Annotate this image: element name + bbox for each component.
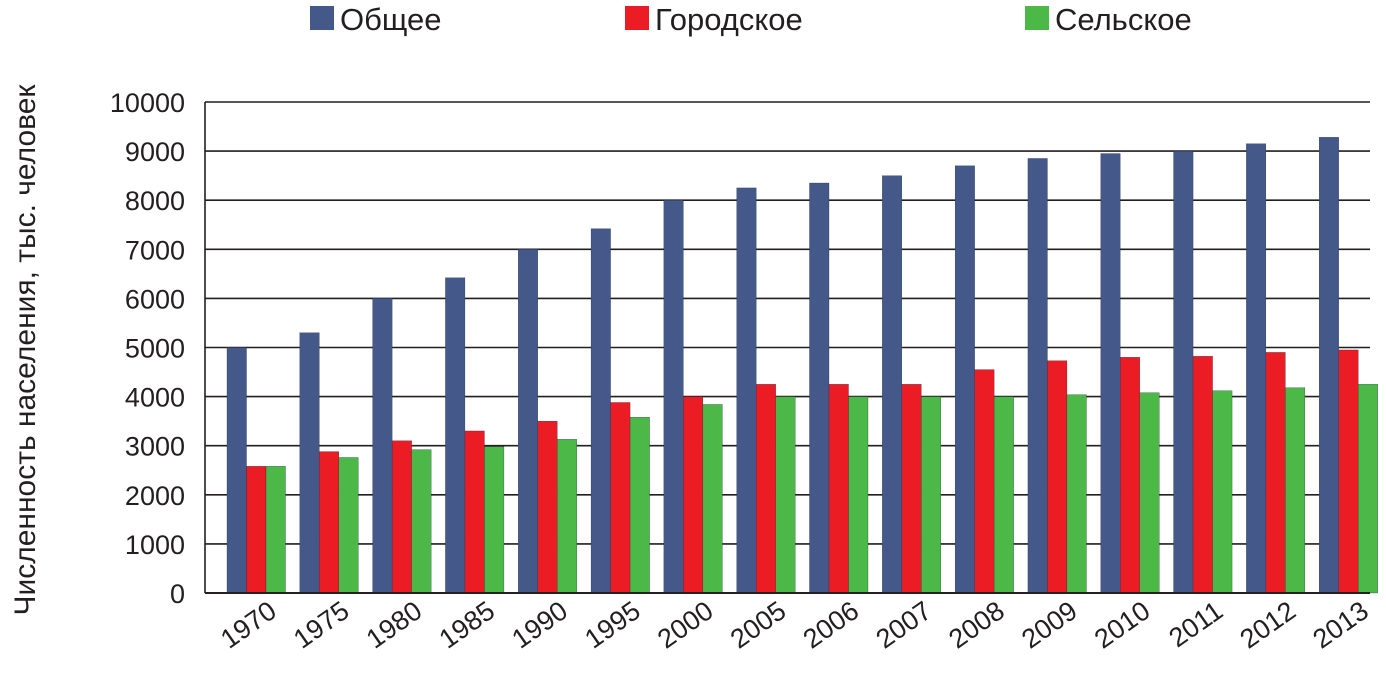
x-tick-label: 1990 xyxy=(507,595,573,654)
bar-Общее-2012 xyxy=(1246,143,1267,594)
bar-Городское-2010 xyxy=(1120,357,1140,594)
x-tick-label: 2007 xyxy=(871,595,937,654)
x-tick-label: 2010 xyxy=(1089,595,1155,654)
bar-Сельское-2007 xyxy=(921,396,941,594)
bars xyxy=(226,137,1378,594)
bar-Общее-2005 xyxy=(736,187,757,594)
bar-Сельское-1975 xyxy=(338,457,359,594)
y-tick-label: 2000 xyxy=(125,481,185,511)
x-tick-label: 2006 xyxy=(798,595,864,654)
bar-Городское-1975 xyxy=(319,451,339,594)
bar-Сельское-1985 xyxy=(484,446,505,594)
bar-Сельское-1970 xyxy=(265,466,286,594)
bar-Городское-1995 xyxy=(610,402,631,594)
bar-Сельское-2000 xyxy=(702,404,723,594)
y-tick-label: 8000 xyxy=(125,186,185,216)
bar-Общее-1975 xyxy=(299,332,320,594)
bar-Общее-1995 xyxy=(590,228,611,594)
bar-Городское-1990 xyxy=(537,420,558,594)
y-tick-label: 6000 xyxy=(125,284,185,314)
x-tick-label: 2009 xyxy=(1016,595,1082,654)
bar-Общее-1985 xyxy=(445,277,466,594)
legend-label: Городское xyxy=(655,2,803,37)
bar-Городское-2012 xyxy=(1265,352,1286,594)
bar-Сельское-2012 xyxy=(1285,387,1306,594)
bar-Городское-1970 xyxy=(246,466,267,594)
bar-Общее-1970 xyxy=(226,347,247,594)
x-tick-label: 2008 xyxy=(943,595,1009,654)
x-tick-label: 1980 xyxy=(361,595,427,654)
legend-label: Общее xyxy=(340,2,442,37)
bar-Общее-2008 xyxy=(954,165,975,594)
x-tick-label: 1975 xyxy=(288,595,354,654)
bar-Общее-1990 xyxy=(518,249,538,594)
bar-Городское-2005 xyxy=(756,384,776,594)
bar-Сельское-2010 xyxy=(1139,392,1160,594)
legend-swatch xyxy=(310,6,334,30)
x-tick-label: 2012 xyxy=(1235,595,1301,654)
y-tick-label: 10000 xyxy=(110,88,185,118)
bar-Городское-2013 xyxy=(1338,349,1359,594)
bar-Сельское-2008 xyxy=(993,396,1014,594)
bar-Сельское-1995 xyxy=(629,417,650,594)
x-tick-label: 1985 xyxy=(434,595,500,654)
bar-Сельское-2009 xyxy=(1066,394,1087,594)
y-tick-label: 3000 xyxy=(125,432,185,462)
bar-Сельское-2005 xyxy=(775,396,796,594)
bar-Городское-2000 xyxy=(683,396,704,594)
bar-Городское-1980 xyxy=(391,440,412,594)
bar-Сельское-1990 xyxy=(557,439,577,594)
y-tick-label: 5000 xyxy=(125,334,185,364)
bar-Сельское-2006 xyxy=(848,396,869,594)
y-tick-label: 0 xyxy=(170,579,185,609)
bar-Городское-2008 xyxy=(974,369,995,594)
legend-label: Сельское xyxy=(1055,2,1192,37)
bar-Городское-1985 xyxy=(464,430,485,594)
bar-Общее-2006 xyxy=(809,182,830,594)
x-tick-label: 2000 xyxy=(652,595,718,654)
bar-Общее-2009 xyxy=(1027,158,1048,594)
x-tick-label: 1995 xyxy=(579,595,645,654)
x-tick-label: 2005 xyxy=(725,595,791,654)
bar-Сельское-2013 xyxy=(1358,384,1378,594)
bar-Общее-2010 xyxy=(1100,153,1121,594)
x-tick-label: 1970 xyxy=(215,595,281,654)
legend-swatch xyxy=(625,6,649,30)
bar-Городское-2011 xyxy=(1192,356,1213,594)
y-tick-label: 7000 xyxy=(125,235,185,265)
bar-Городское-2006 xyxy=(828,384,849,594)
x-axis-ticks: 1970 1975 1980 1985 1990 1995 2000 2005 2006 2007… xyxy=(215,595,1374,654)
bar-Городское-2007 xyxy=(901,384,922,594)
y-axis-ticks: 0 1000 2000 3000 4000 5000 6000 7000 8000 9000 100… xyxy=(110,88,185,609)
y-tick-label: 9000 xyxy=(125,137,185,167)
x-tick-label: 2011 xyxy=(1163,595,1228,653)
bar-Общее-2013 xyxy=(1319,137,1339,594)
bar-Сельское-1980 xyxy=(411,449,432,594)
legend: Общее Городское Сельское xyxy=(310,2,1192,37)
y-axis-title: Численность населения, тыс. человек xyxy=(9,84,42,616)
y-tick-label: 1000 xyxy=(125,530,185,560)
bar-Общее-2007 xyxy=(882,175,902,594)
y-tick-label: 4000 xyxy=(125,383,185,413)
bar-Общее-2000 xyxy=(663,200,684,594)
bar-Общее-2011 xyxy=(1173,150,1194,594)
bar-Общее-1980 xyxy=(372,298,393,594)
bar-Сельское-2011 xyxy=(1212,390,1233,594)
bar-Городское-2009 xyxy=(1047,360,1068,594)
legend-swatch xyxy=(1025,6,1049,30)
x-tick-label: 2013 xyxy=(1307,595,1373,654)
